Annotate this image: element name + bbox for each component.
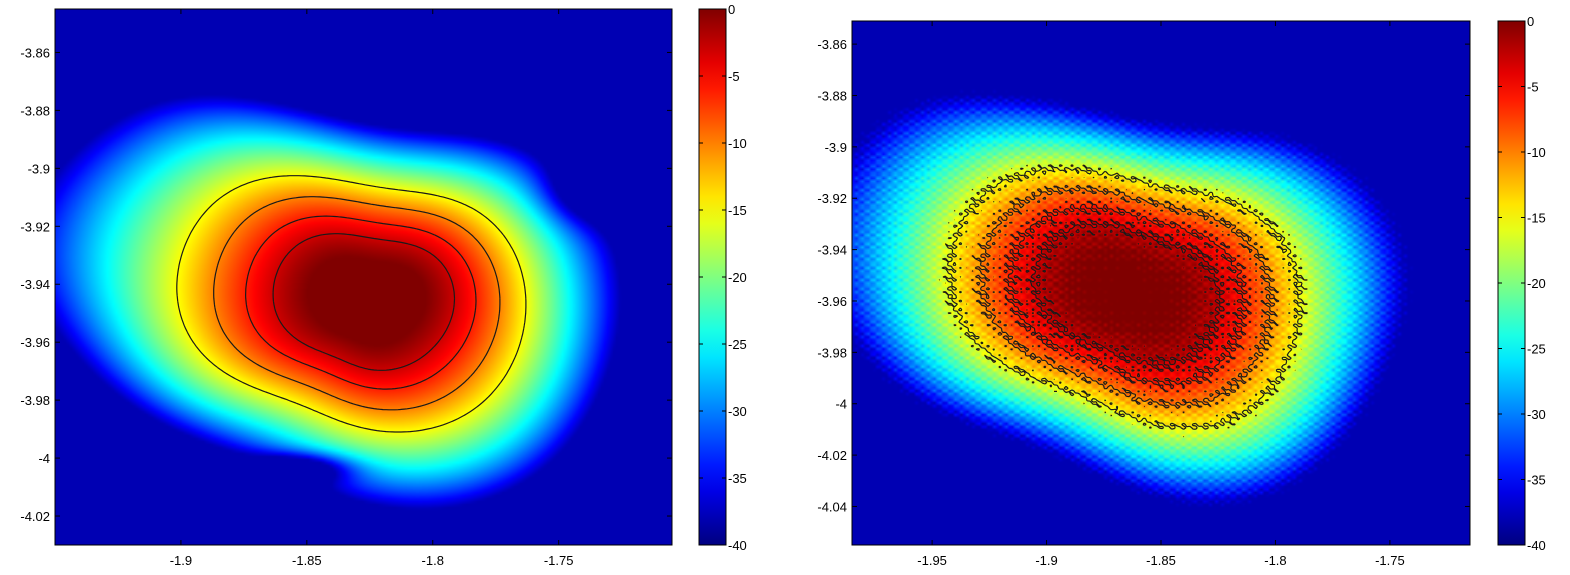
- y-tick-label: -3.92: [817, 191, 847, 206]
- y-tick-label: -4: [38, 451, 50, 466]
- contour-line-2: [245, 215, 477, 390]
- colorbar-tick-label: -15: [1527, 211, 1546, 226]
- x-tick-label: -1.95: [917, 553, 947, 568]
- y-tick-label: -3.98: [817, 345, 847, 360]
- y-tick-label: -4.04: [817, 499, 847, 514]
- y-tick-label: -4.02: [20, 509, 50, 524]
- y-tick-label: -3.96: [20, 335, 50, 350]
- contour-line-1: [272, 233, 456, 371]
- contour-line-3: [966, 184, 1284, 417]
- heatmap-chart-2: -1.95 -1.9 -1.85 -1.8 -1.75 -3.86 -3.88 -3.9 -3.…: [817, 14, 1545, 568]
- colorbar-tick-label: -5: [1527, 80, 1539, 95]
- y-tick-label: -4.02: [817, 448, 847, 463]
- colorbar-tick-label: -10: [728, 136, 747, 151]
- x-tick-label: -1.85: [1146, 553, 1176, 568]
- y-tick-label: -3.94: [20, 277, 50, 292]
- colorbar-tick-label: -25: [728, 337, 747, 352]
- x-tick-label: -1.9: [170, 553, 192, 568]
- x-tick-label: -1.75: [1375, 553, 1405, 568]
- x-tick-label: -1.75: [544, 553, 574, 568]
- x-tick-label: -1.85: [292, 553, 322, 568]
- contour-line-3: [213, 196, 501, 411]
- y-tick-label: -3.96: [817, 294, 847, 309]
- colorbar-tick-label: -30: [728, 404, 747, 419]
- contour-line-2: [993, 198, 1258, 393]
- colorbar-tick-label: 0: [728, 2, 735, 17]
- y-tick-label: -3.88: [817, 88, 847, 103]
- colorbar: [699, 9, 726, 545]
- heatmap-chart-1: -1.9 -1.85 -1.8 -1.75 -3.86 -3.88 -3.9 -3.92 -3.…: [20, 2, 746, 568]
- colorbar-tick-label: -35: [728, 471, 747, 486]
- contour-line-4: [938, 164, 1308, 438]
- y-tick-label: -3.92: [20, 219, 50, 234]
- colorbar-tick-label: -20: [1527, 276, 1546, 291]
- y-tick-label: -3.9: [28, 161, 50, 176]
- y-tick-label: -4: [835, 397, 847, 412]
- contour-line-1: [1020, 213, 1236, 372]
- y-tick-label: -3.94: [817, 243, 847, 258]
- colorbar-tick-label: 0: [1527, 14, 1534, 29]
- colorbar-tick-label: -40: [728, 538, 747, 553]
- colorbar-tick-label: -5: [728, 69, 740, 84]
- y-tick-label: -3.86: [817, 37, 847, 52]
- colorbar: [1498, 21, 1525, 545]
- y-tick-label: -3.98: [20, 393, 50, 408]
- x-tick-label: -1.9: [1035, 553, 1057, 568]
- x-tick-label: -1.8: [1264, 553, 1286, 568]
- contour-line-4: [176, 175, 527, 433]
- heatmap-image: [55, 9, 672, 545]
- colorbar-tick-label: -15: [728, 203, 747, 218]
- colorbar-tick-label: -10: [1527, 145, 1546, 160]
- x-tick-label: -1.8: [422, 553, 444, 568]
- y-tick-label: -3.88: [20, 103, 50, 118]
- colorbar-tick-label: -40: [1527, 538, 1546, 553]
- y-tick-label: -3.9: [825, 140, 847, 155]
- colorbar-tick-label: -30: [1527, 407, 1546, 422]
- colorbar-tick-label: -25: [1527, 342, 1546, 357]
- y-tick-label: -3.86: [20, 45, 50, 60]
- colorbar-tick-label: -35: [1527, 473, 1546, 488]
- heatmap-image: [852, 21, 1470, 545]
- plot-frame: [54, 8, 673, 546]
- colorbar-tick-label: -20: [728, 270, 747, 285]
